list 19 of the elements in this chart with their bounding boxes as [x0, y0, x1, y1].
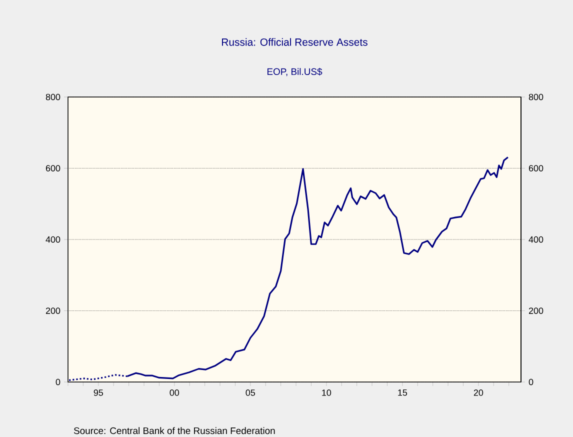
y-tick-label: 600: [46, 164, 60, 172]
x-tick-label: 00: [170, 389, 180, 396]
y-tick-label: 400: [46, 236, 60, 242]
y2-tick-label: 400: [528, 236, 544, 242]
x-tick-label: 20: [474, 389, 484, 396]
y-tick-label: 200: [46, 307, 60, 314]
chart-subtitle: EOP, Bil.US$: [267, 68, 322, 76]
y2-tick-label: 200: [528, 307, 544, 314]
x-tick-label: 95: [94, 389, 104, 396]
y2-tick-label: 0: [528, 378, 534, 385]
source-note: Source: Central Bank of the Russian Federation: [74, 426, 275, 434]
x-tick-label: 10: [322, 389, 332, 396]
chart-title: Russia: Official Reserve Assets: [222, 38, 368, 46]
x-tick-label: 05: [246, 389, 256, 396]
y-tick-label: 0: [56, 378, 60, 385]
y-tick-label: 800: [46, 94, 60, 100]
x-tick-label: 15: [398, 389, 408, 396]
y2-tick-label: 600: [528, 164, 544, 172]
y2-tick-label: 800: [528, 94, 544, 100]
